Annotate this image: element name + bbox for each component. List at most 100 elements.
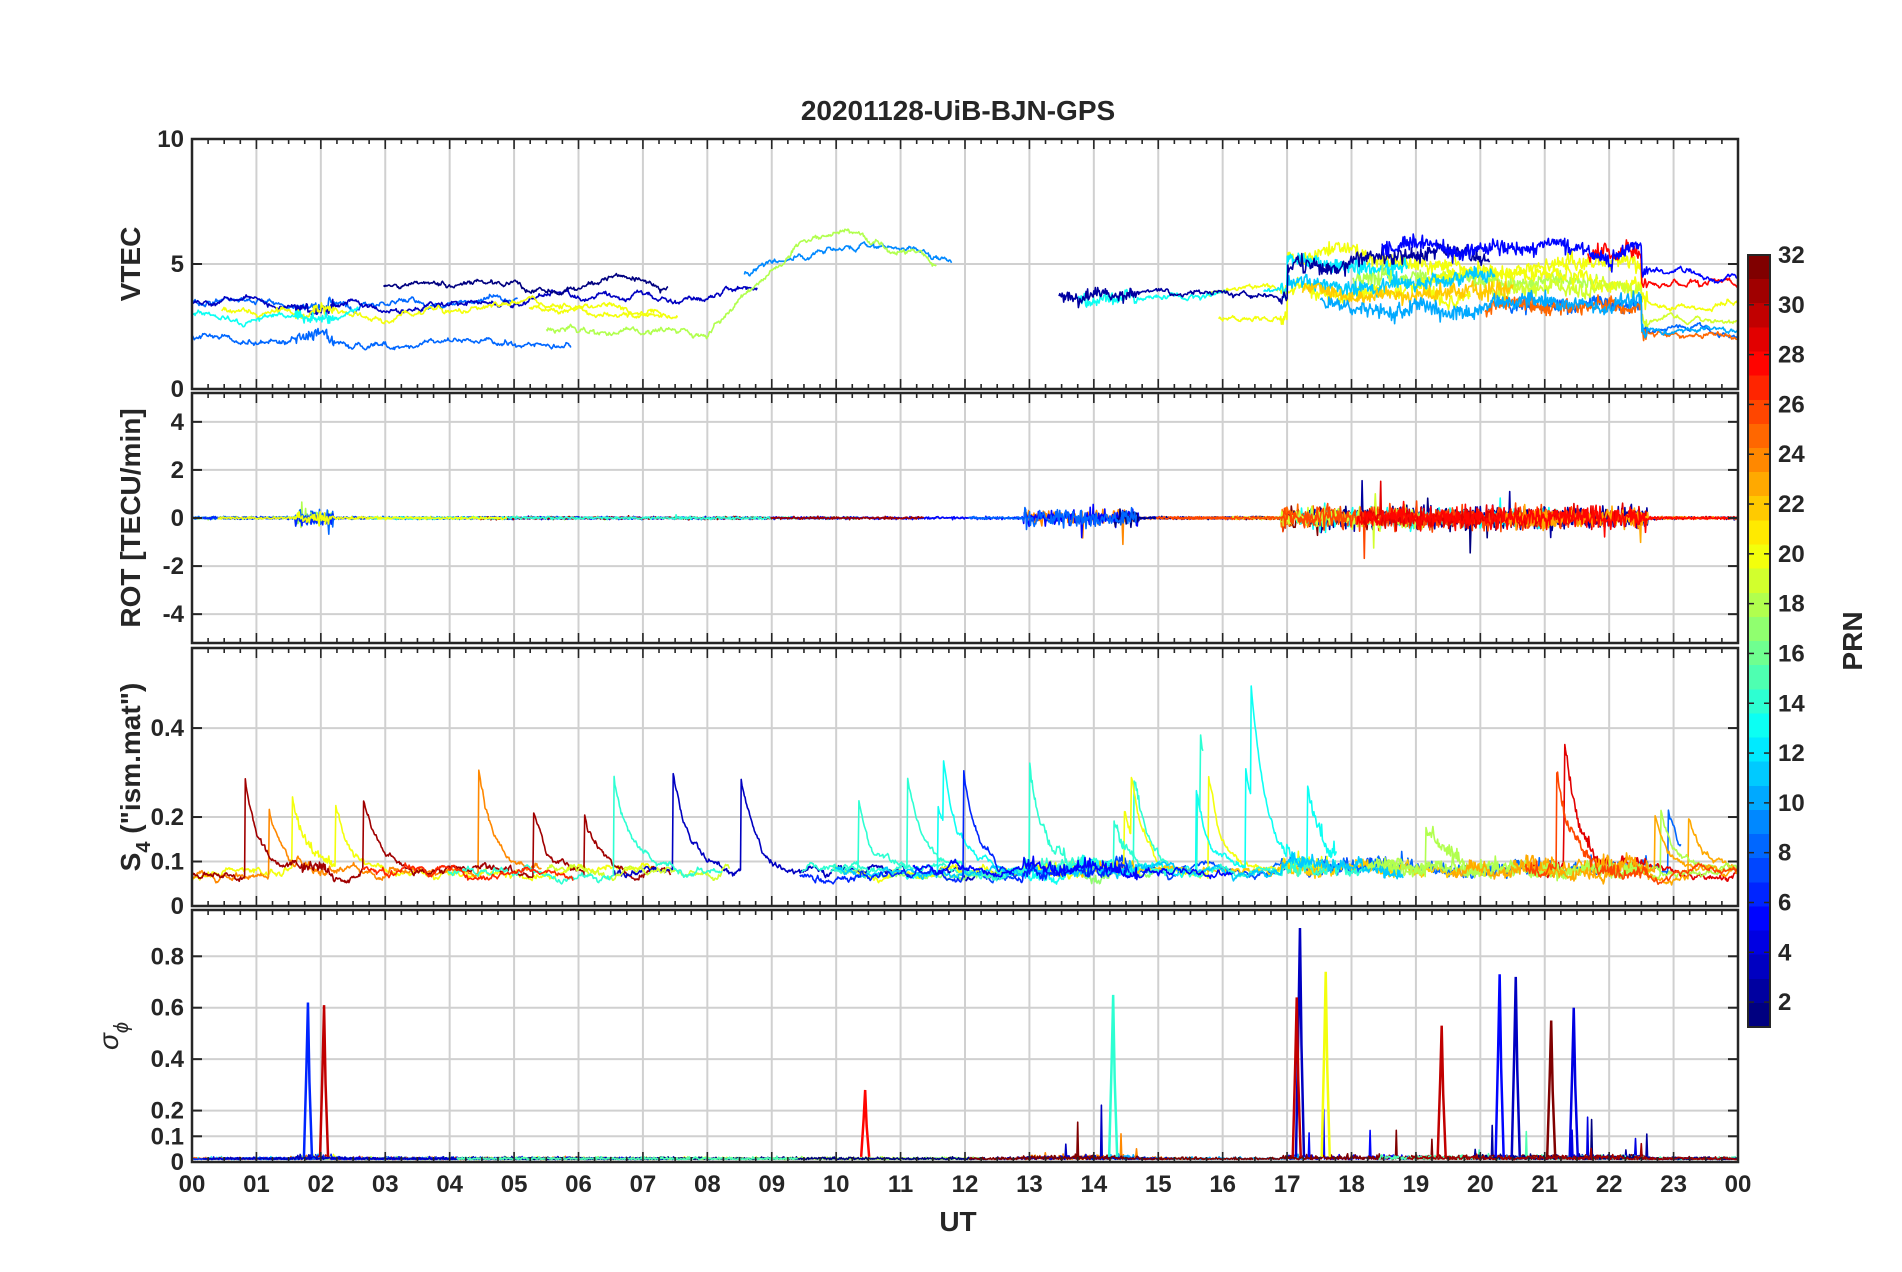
panel-rot: -4 -2 0 2 4 ROT [TECU/min] [115, 391, 1740, 645]
colorbar-tick-label: 28 [1778, 342, 1805, 369]
x-tick-label: 07 [630, 1171, 657, 1198]
series-line-prn-3 [192, 285, 758, 317]
series-line-prn-22 [1301, 279, 1514, 307]
colorbar-scale [1747, 254, 1771, 1028]
spike-3 [1107, 994, 1119, 1157]
series-line-prn-8 [967, 506, 1138, 531]
series-line-prn-31 [192, 777, 672, 884]
series-line-prn-20 [217, 510, 508, 527]
series-line-prn-1 [382, 272, 669, 296]
colorbar-tick-label: 30 [1778, 292, 1805, 319]
y-tick-label: 0.4 [151, 1046, 185, 1073]
y-tick-label: 0.4 [151, 715, 185, 742]
chart-title: 20201128-UiB-BJN-GPS [801, 95, 1115, 126]
colorbar-tick-label: 20 [1778, 541, 1805, 568]
series-line-prn-5 [1381, 233, 1738, 284]
colorbar-tick-label: 4 [1778, 939, 1792, 966]
series-line-prn-5 [912, 855, 1233, 881]
x-tick-label: 03 [372, 1171, 399, 1198]
series-line-prn-20 [1427, 260, 1642, 294]
colorbar-tick-label: 18 [1778, 591, 1805, 618]
y-axis-label-rot: ROT [TECU/min] [115, 408, 146, 627]
series-line-prn-10 [1319, 289, 1738, 339]
spike-8 [1494, 974, 1505, 1157]
x-tick-label: 23 [1660, 1171, 1687, 1198]
series-line-prn-18 [545, 228, 937, 340]
x-tick-label: 22 [1596, 1171, 1623, 1198]
x-tick-label: 00 [179, 1171, 206, 1198]
colorbar-tick-label: 14 [1778, 690, 1805, 717]
colorbar-tick-label: 26 [1778, 391, 1805, 418]
y-axis-label-sigphi: σϕ [93, 1022, 133, 1050]
grid-sigphi [192, 910, 1738, 1162]
x-tick-label: 21 [1531, 1171, 1558, 1198]
x-tick-label: 14 [1080, 1171, 1107, 1198]
y-axis-label-rest: ("ism.mat") [115, 683, 146, 842]
colorbar-tick-label: 16 [1778, 640, 1805, 667]
panel-vtec: 0 5 10 VTEC [115, 126, 1740, 403]
y-axis-label-s4: S4 ("ism.mat") [115, 683, 155, 872]
colorbar-tick-label: 32 [1778, 242, 1805, 269]
y-tick-label: 2 [171, 457, 184, 484]
y-tick-label: 0 [171, 505, 184, 532]
y-tick-label: 0.8 [151, 943, 184, 970]
series-line-prn-20 [1218, 276, 1471, 326]
y-tick-label: 0 [171, 1149, 184, 1176]
y-axis-label-main: σ [93, 1032, 124, 1050]
x-tick-label: 19 [1403, 1171, 1430, 1198]
spike-6 [1320, 971, 1331, 1157]
series-line-prn-27 [361, 862, 574, 881]
series-line-prn-9 [743, 241, 953, 277]
spike-10 [1568, 1007, 1579, 1157]
y-tick-label: -4 [163, 601, 185, 628]
y-tick-label: -2 [163, 553, 184, 580]
series-line-prn-2 [1058, 242, 1491, 309]
y-tick-label: 0.1 [151, 849, 184, 876]
series-line-prn-8 [192, 327, 572, 351]
y-tick-label: 0.2 [151, 1098, 184, 1125]
y-tick-label: 0.6 [151, 995, 184, 1022]
x-tick-label: 06 [565, 1171, 592, 1198]
series-line-prn-31 [1406, 1142, 1738, 1161]
y-tick-label: 0.1 [151, 1123, 184, 1150]
spike-0 [302, 1002, 314, 1157]
x-tick-label: 04 [436, 1171, 463, 1198]
colorbar-tick-label: 24 [1778, 441, 1805, 468]
x-tick-label: 02 [307, 1171, 334, 1198]
colorbar-tick-label: 6 [1778, 889, 1791, 916]
series-line-prn-26 [1524, 771, 1738, 886]
x-tick-label: 05 [501, 1171, 528, 1198]
colorbar-tick-label: 2 [1778, 989, 1791, 1016]
x-tick-label: 12 [952, 1171, 979, 1198]
panel-sigphi: 00.10.2 0.4 0.6 0.8 σϕ [93, 908, 1740, 1176]
panel-s4: 00.10.20.4S4 ("ism.mat") [115, 646, 1740, 920]
x-tick-label: 00 [1725, 1171, 1752, 1198]
x-tick-label: 17 [1274, 1171, 1301, 1198]
series-line-prn-20 [528, 301, 679, 320]
series-line-prn-13 [1077, 288, 1228, 308]
series-line-prn-11 [1287, 265, 1496, 298]
colorbar-tick-label: 22 [1778, 491, 1805, 518]
y-tick-label: 5 [171, 251, 184, 278]
x-tick-label: 11 [888, 1171, 913, 1198]
series-rot [192, 479, 1738, 560]
x-tick-label: 09 [758, 1171, 785, 1198]
x-tick-label: 13 [1016, 1171, 1043, 1198]
series-line-prn-23 [1451, 814, 1738, 885]
spike-1 [318, 1005, 330, 1157]
x-tick-label: 18 [1338, 1171, 1365, 1198]
x-tick-label: 08 [694, 1171, 721, 1198]
series-line-prn-14 [447, 775, 723, 885]
series-s4 [192, 685, 1738, 886]
series-vtec [192, 228, 1738, 351]
y-axis-label-sub: 4 [133, 841, 155, 853]
y-tick-label: 0.2 [151, 804, 184, 831]
colorbar-tick-label: 10 [1778, 790, 1805, 817]
colorbar-label: PRN [1837, 611, 1868, 670]
series-line-prn-28 [1356, 500, 1738, 538]
x-tick-label: 10 [823, 1171, 850, 1198]
series-line-prn-19 [1491, 275, 1738, 332]
